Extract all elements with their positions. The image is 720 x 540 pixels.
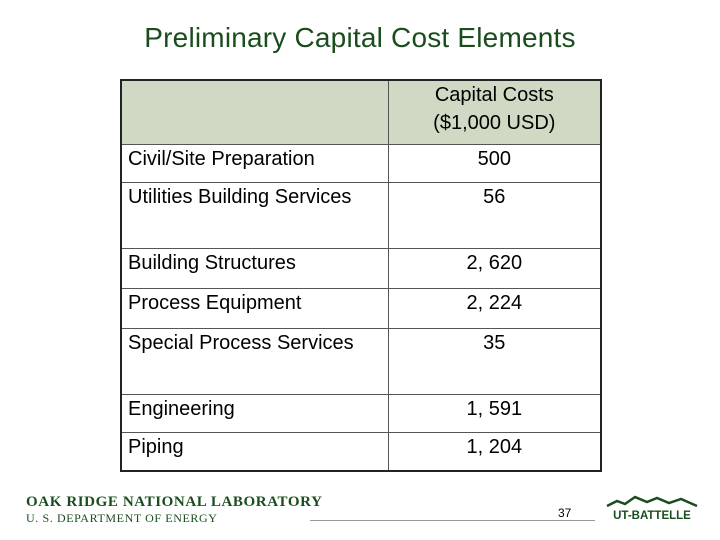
table-row: Piping 1, 204 (120, 431, 602, 472)
row-value: 1, 204 (387, 431, 602, 472)
row-value: 2, 224 (387, 287, 602, 329)
table-row: Utilities Building Services 56 (120, 181, 602, 249)
ut-battelle-logo: UT-BATTELLE (606, 495, 698, 522)
table-row: Engineering 1, 591 (120, 393, 602, 433)
row-value: 56 (387, 181, 602, 249)
table-row: Special Process Services 35 (120, 327, 602, 395)
ornl-logo-line-1: OAK RIDGE NATIONAL LABORATORY (26, 494, 323, 510)
table-row: Building Structures 2, 620 (120, 247, 602, 289)
row-label: Utilities Building Services (120, 181, 389, 249)
header-line-1: Capital Costs (434, 84, 554, 106)
table-header-row: Capital Costs ($1,000 USD) (120, 79, 602, 145)
row-value: 2, 620 (387, 247, 602, 289)
mountain-icon (606, 495, 698, 508)
row-label: Piping (120, 431, 389, 472)
row-value: 1, 591 (387, 393, 602, 433)
header-blank-cell (120, 79, 389, 145)
table-row: Civil/Site Preparation 500 (120, 143, 602, 183)
row-label: Engineering (120, 393, 389, 433)
footer-divider (310, 520, 595, 521)
row-label: Civil/Site Preparation (120, 143, 389, 183)
row-label: Special Process Services (120, 327, 389, 395)
ornl-logo-line-2: U. S. DEPARTMENT OF ENERGY (26, 511, 218, 525)
slide-number: 37 (558, 506, 572, 520)
table-row: Process Equipment 2, 224 (120, 287, 602, 329)
header-capital-costs: Capital Costs ($1,000 USD) (387, 79, 602, 145)
row-value: 500 (387, 143, 602, 183)
row-label: Process Equipment (120, 287, 389, 329)
capital-cost-table: Capital Costs ($1,000 USD) Civil/Site Pr… (120, 79, 602, 472)
row-label: Building Structures (120, 247, 389, 289)
slide-title: Preliminary Capital Cost Elements (144, 22, 576, 53)
ornl-logo: OAK RIDGE NATIONAL LABORATORY U. S. DEPA… (26, 494, 323, 525)
ut-battelle-text: UT-BATTELLE (613, 510, 691, 522)
row-value: 35 (387, 327, 602, 395)
header-line-2: ($1,000 USD) (433, 112, 556, 134)
